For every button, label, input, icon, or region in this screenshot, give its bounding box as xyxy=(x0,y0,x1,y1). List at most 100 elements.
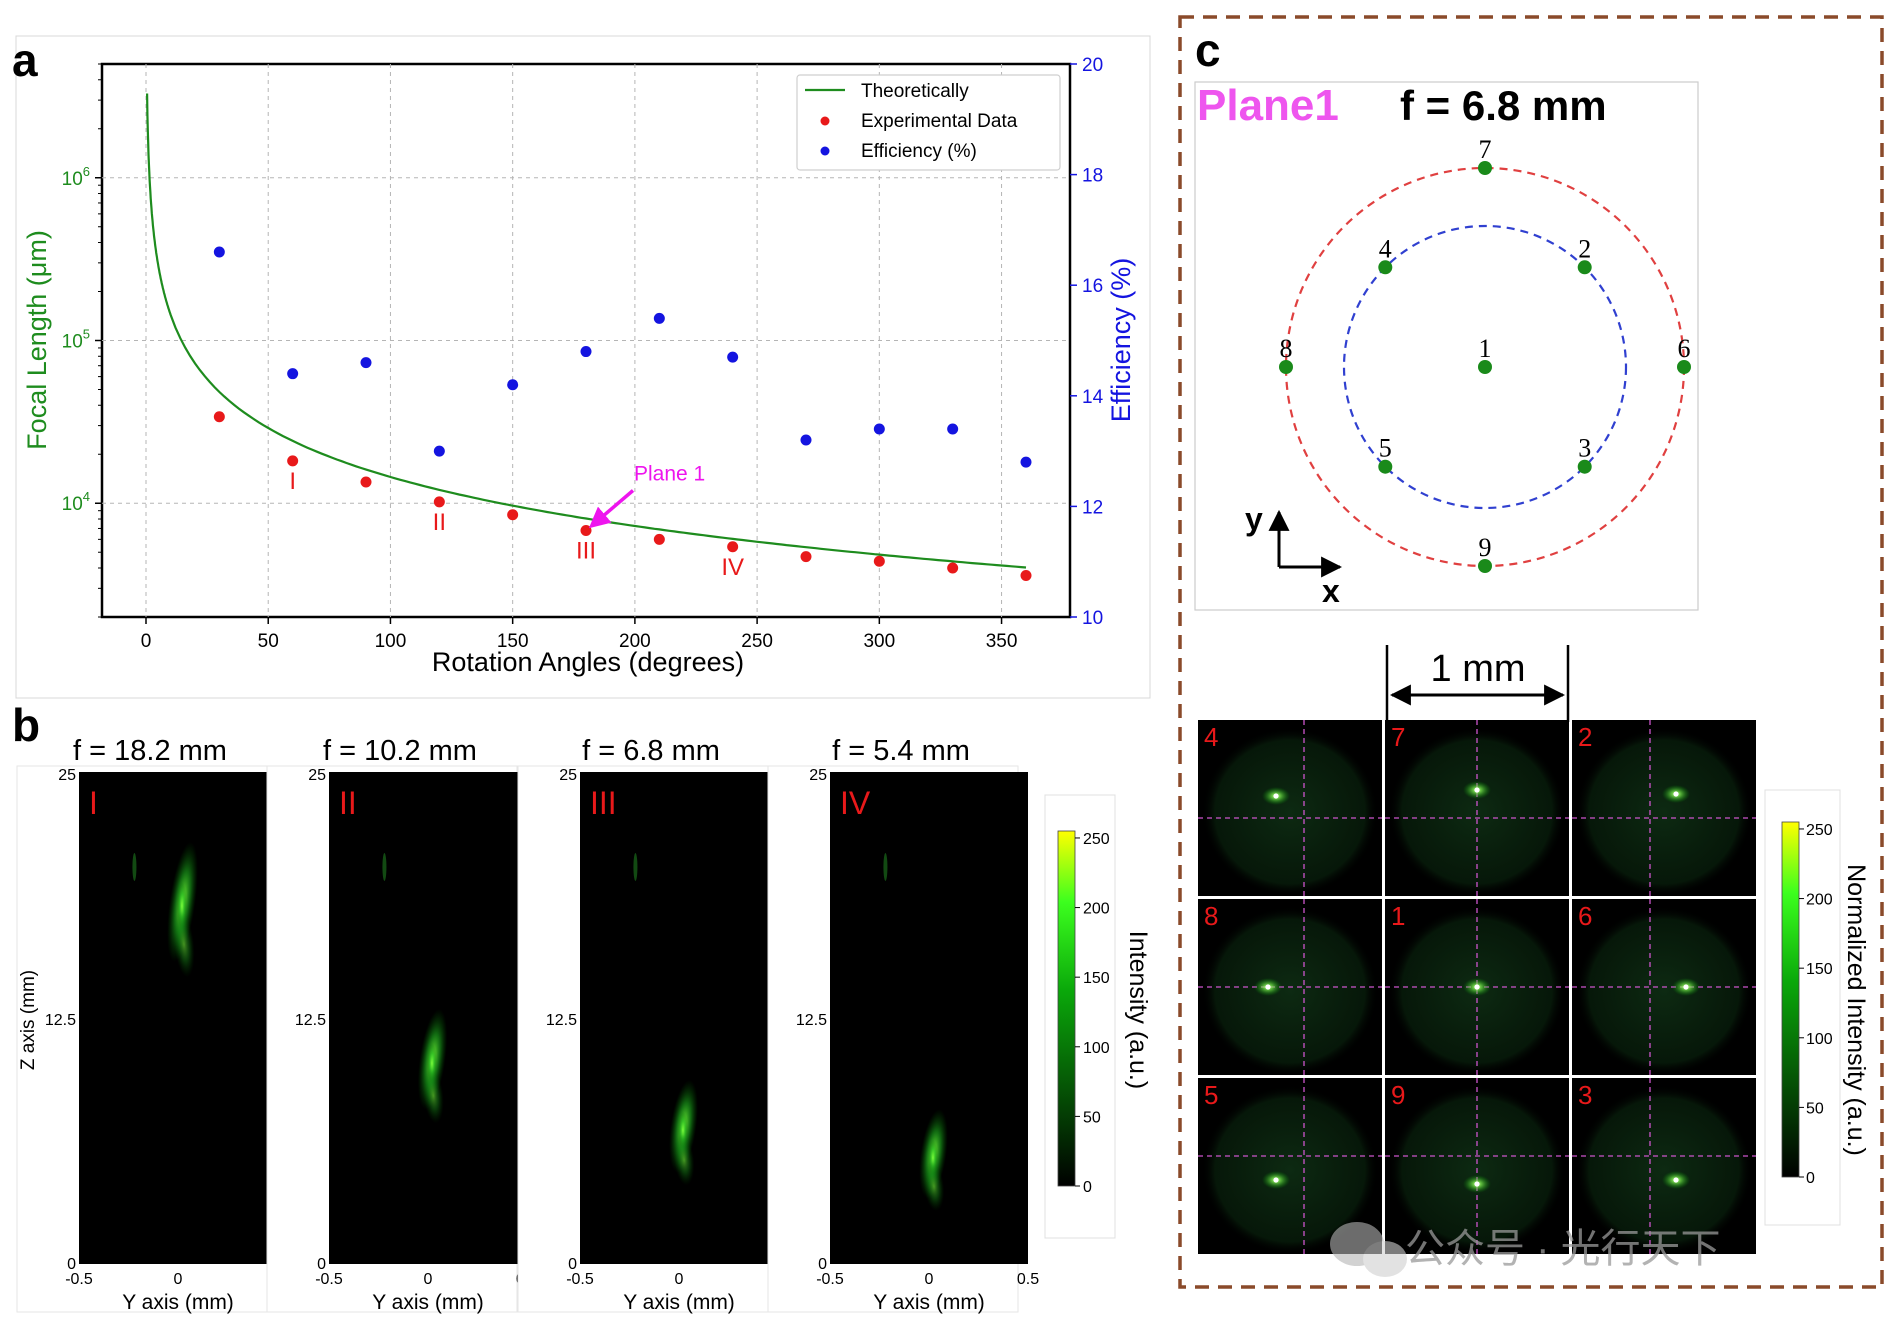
y2-tick-label: 10 xyxy=(1082,608,1103,629)
x-tick-label: -0.5 xyxy=(315,1271,343,1288)
cell-label: 7 xyxy=(1391,722,1405,752)
beam-tail xyxy=(673,1134,695,1186)
y-tick-label: 25 xyxy=(308,767,326,784)
subplot-roman: I xyxy=(89,785,98,821)
x-tick-label: 50 xyxy=(258,631,279,652)
efficiency-point xyxy=(213,246,225,258)
stray-beam xyxy=(883,853,888,881)
efficiency-point xyxy=(360,357,372,369)
experimental-point xyxy=(800,551,812,563)
focal-point xyxy=(1378,260,1393,275)
x-tick-label: 0 xyxy=(675,1271,684,1288)
colorbar-tick-label: 250 xyxy=(1806,822,1833,839)
y-tick-label: 25 xyxy=(809,767,827,784)
scale-bar: 1 mm xyxy=(1385,645,1570,722)
focal-point xyxy=(1677,360,1691,374)
heatmap-background xyxy=(79,772,277,1264)
y2-tick-label: 18 xyxy=(1082,166,1103,187)
efficiency-point xyxy=(1020,456,1032,468)
x-tick-label: 200 xyxy=(619,631,651,652)
x-tick-label: 350 xyxy=(986,631,1018,652)
heatmap-background xyxy=(580,772,778,1264)
subplot-roman: IV xyxy=(840,785,871,821)
focal-point-label: 9 xyxy=(1479,533,1492,562)
efficiency-points xyxy=(213,246,1032,468)
plane-focal: f = 6.8 mm xyxy=(1400,82,1607,129)
y-tick-exp: 6 xyxy=(83,164,90,179)
focal-point-label: 1 xyxy=(1479,334,1492,363)
x-tick-label: 0 xyxy=(424,1271,433,1288)
focal-points: 7 6 8 9 2 4 5 3 1 xyxy=(1279,135,1691,573)
efficiency-point xyxy=(433,445,445,457)
colorbar-tick-label: 150 xyxy=(1806,961,1833,978)
legend-experimental: Experimental Data xyxy=(861,111,1018,132)
y-tick-label: 12.5 xyxy=(546,1012,577,1029)
focal-point-label: 5 xyxy=(1379,434,1392,463)
grid-cell: 2 xyxy=(1572,720,1756,897)
colorbar-tick-label: 200 xyxy=(1806,892,1833,909)
focal-point-label: 8 xyxy=(1280,334,1293,363)
experimental-point xyxy=(727,541,739,553)
cell-label: 9 xyxy=(1391,1080,1405,1110)
y-tick-label: 0 xyxy=(818,1256,827,1273)
y-tick-label: 25 xyxy=(58,767,76,784)
y-tick-label: 12.5 xyxy=(796,1012,827,1029)
focal-spot xyxy=(1673,791,1679,797)
y-tick-label: 12.5 xyxy=(45,1012,76,1029)
x-tick-label: 0 xyxy=(925,1271,934,1288)
y2-tick-label: 16 xyxy=(1082,276,1103,297)
cell-label: 3 xyxy=(1578,1080,1592,1110)
experimental-point xyxy=(580,525,592,537)
efficiency-point xyxy=(287,368,299,380)
cell-label: 2 xyxy=(1578,722,1592,752)
axis-x-label: x xyxy=(1322,573,1340,609)
focal-point xyxy=(1478,559,1492,573)
focal-spot xyxy=(1673,1177,1679,1183)
efficiency-point xyxy=(947,423,959,435)
experimental-point xyxy=(213,411,225,423)
y-tick-label: 0 xyxy=(67,1256,76,1273)
experimental-points xyxy=(213,411,1032,581)
cell-halo xyxy=(1201,906,1379,1076)
focal-spot xyxy=(1683,984,1689,990)
colorbar-b: 0 50 100 150 200 250 Intensity (a.u.) xyxy=(1044,794,1152,1239)
focal-spot xyxy=(1474,787,1480,793)
x-axis-label: Rotation Angles (degrees) xyxy=(432,647,744,677)
cell-halo xyxy=(1575,906,1753,1076)
legend-efficiency: Efficiency (%) xyxy=(861,141,977,162)
axis-y-label: y xyxy=(1245,501,1263,537)
focal-spot xyxy=(1474,984,1480,990)
roman-label: II xyxy=(433,509,446,536)
experimental-point xyxy=(1020,569,1032,581)
y2-tick-label: 12 xyxy=(1082,497,1103,518)
efficiency-point xyxy=(727,351,739,363)
scale-bar-label: 1 mm xyxy=(1431,648,1526,690)
stray-beam xyxy=(382,853,387,881)
experimental-point xyxy=(287,455,299,467)
y-tick-exp: 4 xyxy=(83,489,90,504)
subplot-title: f = 6.8 mm xyxy=(582,735,720,767)
colorbar-tick-label: 100 xyxy=(1083,1040,1110,1057)
focal-point-label: 4 xyxy=(1379,234,1392,263)
focal-point xyxy=(1378,459,1393,474)
focal-point-label: 2 xyxy=(1578,234,1591,263)
focal-point xyxy=(1577,260,1592,275)
x-tick-label: 0 xyxy=(174,1271,183,1288)
colorbar-tick-label: 100 xyxy=(1806,1031,1833,1048)
x-axis-label: Y axis (mm) xyxy=(873,1291,985,1314)
colorbar-c-ticks: 0 50 100 150 200 250 xyxy=(1799,822,1833,1187)
beam-tail xyxy=(923,1161,945,1211)
y-tick-base: 10 xyxy=(62,332,83,353)
efficiency-point xyxy=(800,434,812,446)
intensity-grid: 4 7 2 8 1 6 5 9 3 xyxy=(1198,720,1756,1255)
cell-label: 6 xyxy=(1578,901,1592,931)
y-axis-label: Focal Length (μm) xyxy=(22,230,52,450)
y-tick-base: 10 xyxy=(62,494,83,515)
y-ticks-right: 10 12 14 16 18 20 xyxy=(1070,55,1104,629)
focal-spot xyxy=(1474,1181,1480,1187)
plane-diagram-frame xyxy=(1194,81,1699,611)
